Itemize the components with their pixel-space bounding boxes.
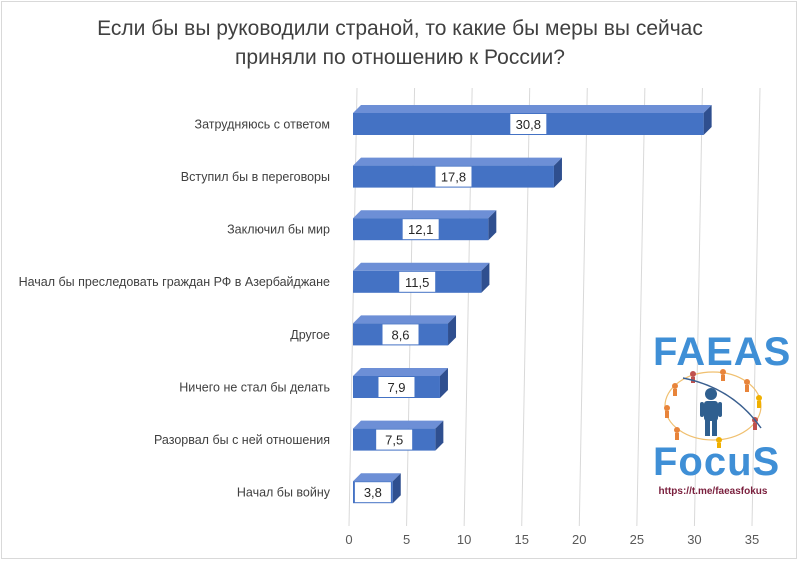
gridline-6 bbox=[693, 87, 703, 527]
bar-top-1 bbox=[353, 157, 562, 166]
chart-title-line-1: Если бы вы руководили страной, то какие … bbox=[97, 17, 703, 40]
value-label-box-4 bbox=[382, 324, 419, 345]
value-label-0: 30,8 bbox=[516, 117, 541, 132]
bar-top-5 bbox=[353, 368, 448, 376]
gridline-2 bbox=[463, 87, 473, 527]
x-tick-label-1: 5 bbox=[403, 532, 410, 547]
value-label-box-7 bbox=[354, 482, 391, 503]
gridline-5 bbox=[636, 87, 646, 527]
value-label-3: 11,5 bbox=[405, 275, 429, 290]
logo-people-ring-icon bbox=[664, 369, 762, 448]
x-tick-label-4: 20 bbox=[572, 532, 586, 547]
bar-side-1 bbox=[553, 157, 562, 188]
value-label-box-3 bbox=[399, 271, 436, 292]
gridline-3 bbox=[521, 87, 531, 527]
value-label-box-0 bbox=[510, 114, 547, 134]
category-label-3: Начал бы преследовать граждан РФ в Азерб… bbox=[19, 275, 330, 289]
x-tick-label-6: 30 bbox=[687, 532, 701, 547]
category-label-1: Вступил бы в переговоры bbox=[181, 170, 330, 184]
category-label-7: Начал бы войну bbox=[237, 486, 331, 500]
chart-title-line-2: приняли по отношению к России? bbox=[235, 46, 565, 69]
bar-side-3 bbox=[481, 262, 490, 293]
bar-side-5 bbox=[439, 368, 448, 398]
gridline-1 bbox=[406, 87, 416, 527]
category-label-4: Другое bbox=[290, 328, 330, 342]
bar-side-6 bbox=[435, 420, 444, 451]
category-label-5: Ничего не стал бы делать bbox=[179, 380, 330, 394]
x-tick-label-5: 25 bbox=[630, 532, 644, 547]
bar-top-3 bbox=[353, 262, 490, 271]
logo-url: https://t.me/faeasfokus bbox=[658, 486, 768, 497]
value-label-box-5 bbox=[378, 377, 415, 397]
chart-title: Если бы вы руководили страной, то какие … bbox=[0, 14, 800, 72]
value-label-1: 17,8 bbox=[441, 170, 466, 185]
value-label-box-6 bbox=[376, 429, 413, 450]
gridline-0 bbox=[348, 87, 358, 527]
value-label-box-1 bbox=[435, 166, 472, 187]
value-label-4: 8,6 bbox=[391, 327, 409, 342]
category-label-0: Затрудняюсь с ответом bbox=[195, 117, 330, 131]
bar-top-7 bbox=[353, 473, 401, 482]
value-label-5: 7,9 bbox=[387, 380, 405, 395]
bar-top-2 bbox=[353, 210, 497, 219]
bar-side-2 bbox=[488, 210, 497, 241]
bar-top-6 bbox=[353, 420, 444, 429]
x-tick-label-0: 0 bbox=[345, 532, 352, 547]
logo-bottom-text: FocuS bbox=[653, 440, 781, 484]
category-label-6: Разорвал бы с ней отношения bbox=[154, 433, 330, 447]
value-label-box-2 bbox=[402, 219, 439, 240]
bar-side-4 bbox=[448, 315, 457, 346]
gridline-4 bbox=[578, 87, 588, 527]
bar-side-0 bbox=[703, 105, 712, 135]
x-tick-label-2: 10 bbox=[457, 532, 471, 547]
x-tick-label-7: 35 bbox=[745, 532, 759, 547]
value-label-6: 7,5 bbox=[385, 433, 403, 448]
gridline-7 bbox=[751, 87, 761, 527]
value-label-2: 12,1 bbox=[408, 222, 433, 237]
logo-top-text: FAEAS bbox=[653, 330, 792, 374]
x-tick-label-3: 15 bbox=[514, 532, 528, 547]
value-label-7: 3,8 bbox=[364, 485, 382, 500]
bar-top-0 bbox=[353, 105, 712, 113]
faeas-focus-logo: FAEAS FocuS https://t.me/faeasfokus bbox=[653, 330, 792, 508]
bar-top-4 bbox=[353, 315, 457, 324]
category-label-2: Заключил бы мир bbox=[227, 223, 330, 237]
bar-side-7 bbox=[392, 473, 401, 504]
